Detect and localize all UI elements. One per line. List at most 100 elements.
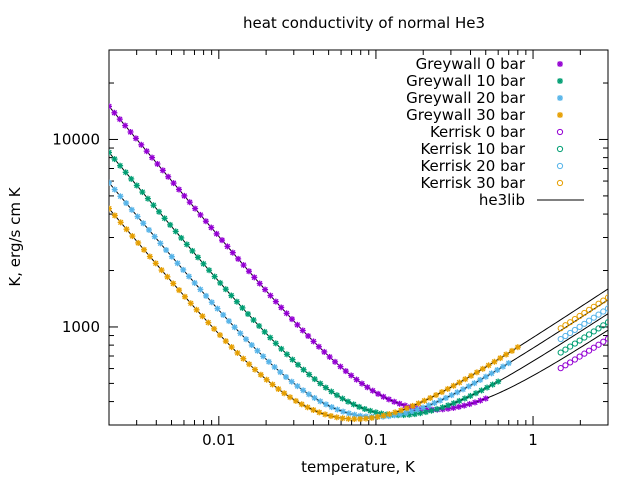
- data-point: [151, 233, 158, 240]
- data-point: [562, 362, 569, 369]
- data-point: [421, 397, 428, 404]
- data-point: [471, 399, 478, 406]
- data-point: [364, 384, 371, 391]
- data-point: [479, 365, 486, 372]
- data-point: [109, 205, 112, 212]
- data-point: [604, 335, 608, 342]
- data-point: [556, 162, 564, 170]
- data-point: [128, 175, 135, 182]
- data-point: [186, 199, 193, 206]
- data-point: [197, 211, 204, 218]
- data-point: [300, 366, 307, 373]
- data-point: [295, 361, 302, 368]
- data-point: [503, 351, 510, 358]
- data-point: [508, 347, 515, 354]
- y-tick-label: 1000: [62, 318, 100, 336]
- data-point: [272, 298, 279, 305]
- data-point: [386, 411, 393, 418]
- data-point: [278, 345, 285, 352]
- data-point: [185, 273, 192, 280]
- data-point: [310, 407, 317, 414]
- data-point: [375, 390, 382, 397]
- data-point: [283, 351, 290, 358]
- data-point: [327, 413, 334, 420]
- data-point: [478, 387, 485, 394]
- data-point: [362, 415, 369, 422]
- data-point: [172, 228, 179, 235]
- data-point: [473, 369, 480, 376]
- x-tick-label: 0.1: [364, 431, 388, 449]
- data-point: [462, 376, 469, 383]
- data-point: [374, 413, 381, 420]
- data-point: [585, 331, 593, 338]
- data-point: [111, 156, 118, 163]
- data-point: [557, 325, 564, 332]
- data-point: [256, 280, 263, 287]
- data-point: [450, 400, 457, 407]
- data-point: [287, 394, 294, 401]
- data-point: [170, 280, 177, 287]
- data-point: [292, 397, 299, 404]
- data-point: [397, 411, 404, 418]
- data-point: [461, 402, 468, 409]
- data-point: [576, 323, 583, 330]
- data-point: [154, 160, 161, 167]
- data-point: [134, 213, 141, 220]
- data-point: [471, 380, 478, 387]
- data-point: [439, 404, 446, 411]
- data-point: [267, 334, 274, 341]
- data-point: [348, 372, 355, 379]
- data-point: [562, 332, 569, 340]
- data-point: [556, 179, 564, 187]
- data-point: [111, 186, 118, 193]
- data-point: [245, 268, 252, 275]
- data-point: [491, 358, 498, 365]
- data-point: [222, 286, 229, 293]
- data-point: [278, 304, 285, 311]
- data-point: [337, 363, 344, 370]
- data-point: [229, 249, 236, 256]
- data-point: [450, 382, 457, 389]
- data-point: [409, 402, 416, 409]
- data-point: [595, 300, 602, 307]
- data-point: [111, 109, 118, 116]
- data-point: [305, 391, 312, 398]
- data-point: [340, 408, 347, 415]
- data-point: [139, 189, 146, 196]
- data-point: [600, 297, 607, 304]
- data-point: [317, 398, 324, 405]
- legend-label: Greywall 30 bar: [406, 106, 526, 124]
- data-point: [228, 292, 235, 299]
- data-point: [600, 338, 607, 345]
- data-point: [581, 320, 588, 327]
- data-point: [117, 219, 124, 226]
- data-point: [183, 241, 190, 248]
- data-point: [345, 415, 352, 422]
- data-point: [157, 240, 164, 247]
- data-point: [585, 306, 593, 313]
- data-point: [398, 407, 405, 414]
- data-point: [109, 179, 112, 186]
- data-point: [216, 332, 223, 339]
- data-point: [122, 169, 129, 176]
- data-point: [425, 402, 432, 409]
- data-point: [181, 192, 188, 199]
- data-point: [461, 395, 468, 402]
- data-point: [576, 353, 583, 360]
- data-point: [484, 384, 491, 391]
- data-point: [189, 247, 196, 254]
- data-point: [322, 384, 329, 391]
- data-point: [411, 411, 418, 418]
- data-point: [438, 389, 445, 396]
- data-point: [109, 103, 112, 110]
- data-point: [168, 253, 175, 260]
- data-point: [392, 409, 399, 416]
- data-point: [305, 332, 312, 339]
- data-point: [214, 305, 221, 312]
- legend-label: Kerrisk 0 bar: [430, 123, 526, 141]
- data-point: [468, 372, 475, 379]
- legend-label: he3lib: [479, 191, 525, 209]
- data-point: [321, 348, 328, 355]
- data-point: [298, 401, 305, 408]
- data-point: [132, 135, 139, 142]
